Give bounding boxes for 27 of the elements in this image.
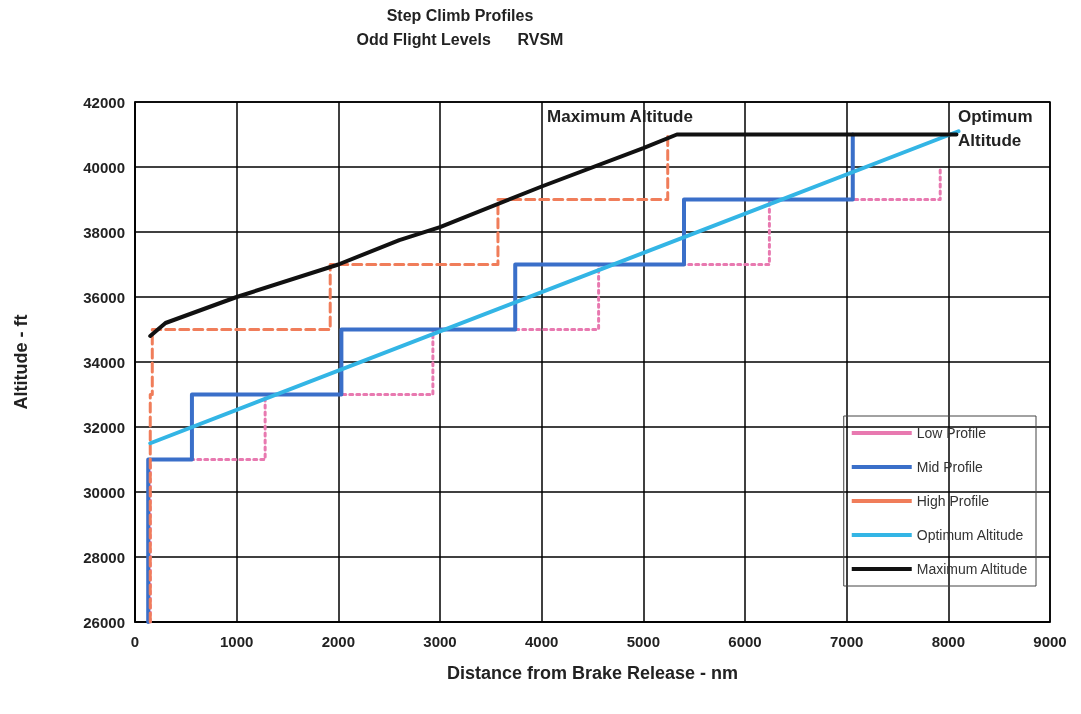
y-tick-label: 28000 [83,548,125,566]
y-tick-label: 26000 [83,613,125,631]
x-tick-label: 4000 [524,633,559,650]
y-tick-label: 34000 [83,353,125,371]
x-tick-label: 9000 [1033,633,1067,650]
y-axis-title: Altitude - ft [11,314,31,410]
y-tick-label: 42000 [83,93,125,111]
x-tick-label: 1000 [219,633,254,650]
x-tick-label: 3000 [423,633,457,650]
x-tick-label: 6000 [728,633,762,650]
y-tick-label: 40000 [83,158,125,176]
x-axis-title: Distance from Brake Release - nm [446,663,739,683]
legend-label: High Profile [916,493,990,509]
annotation: Optimum Altitude [958,106,1038,150]
x-tick-label: 8000 [931,633,966,650]
y-tick-label: 30000 [83,483,125,501]
chart-title: Step Climb Profiles [386,6,534,24]
y-tick-label: 32000 [83,418,125,436]
x-tick-label: 5000 [626,633,661,650]
x-tick-label: 7000 [829,633,864,650]
line-series [148,132,959,338]
chart-subtitle: Odd Flight Levels RVSM [356,30,564,48]
x-tick-label: 0 [130,633,140,650]
y-tick-label: 36000 [83,288,125,306]
y-tick-label: 38000 [83,223,125,241]
line-series [148,133,670,624]
x-tick-label: 2000 [321,633,356,650]
